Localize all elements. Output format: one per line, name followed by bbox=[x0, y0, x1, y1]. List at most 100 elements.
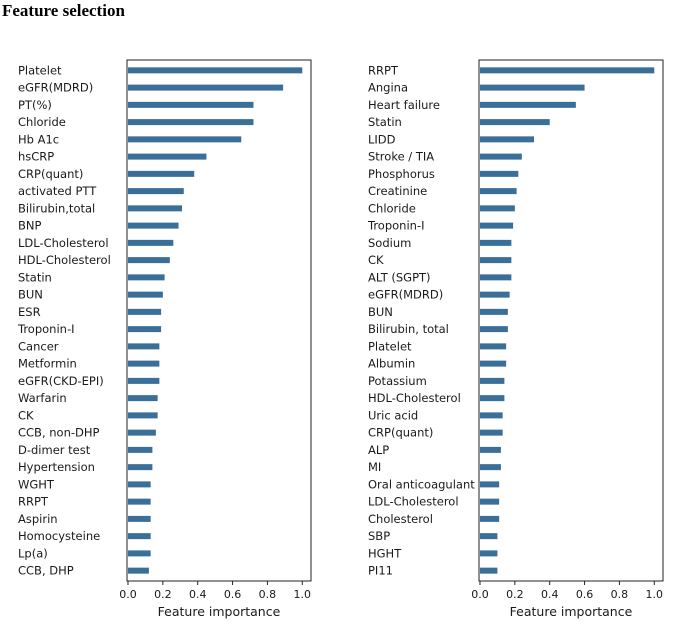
chart-1-category-label: CK bbox=[18, 408, 34, 422]
chart-1-category-label: Homocysteine bbox=[18, 529, 100, 543]
chart-2-x-tick-label: 0.2 bbox=[506, 588, 524, 601]
chart-2-category-label: BUN bbox=[368, 305, 393, 319]
chart-1-bar bbox=[128, 429, 156, 436]
chart-2-x-tick-label: 0.0 bbox=[471, 588, 489, 601]
chart-2-bar bbox=[480, 222, 514, 229]
chart-1-x-tick-label: 0.8 bbox=[259, 588, 277, 601]
chart-1-x-tick-label: 0.0 bbox=[119, 588, 137, 601]
chart-1-category-label: ESR bbox=[18, 305, 41, 319]
chart-1-bar bbox=[128, 498, 151, 505]
chart-2-category-label: LIDD bbox=[368, 132, 396, 146]
chart-2-bar bbox=[480, 550, 498, 557]
chart-1-x-axis-label: Feature importance bbox=[158, 604, 281, 619]
chart-2-bar bbox=[480, 291, 510, 298]
chart-1-category-label: PT(%) bbox=[18, 98, 52, 112]
chart-2-category-label: Platelet bbox=[368, 339, 412, 353]
chart-1-bar bbox=[128, 291, 163, 298]
chart-2-category-label: Creatinine bbox=[368, 184, 427, 198]
chart-2-bar bbox=[480, 153, 522, 160]
chart-2-bar bbox=[480, 136, 535, 143]
chart-1-category-label: Cancer bbox=[18, 339, 59, 353]
chart-2-category-label: Oral anticoagulant bbox=[368, 477, 475, 491]
chart-2-bar bbox=[480, 343, 507, 350]
chart-1-bar bbox=[128, 395, 158, 402]
chart-1-bar bbox=[128, 343, 160, 350]
chart-2-bar bbox=[480, 257, 512, 264]
chart-1-category-label: Bilirubin,total bbox=[18, 201, 95, 215]
chart-2-bar bbox=[480, 429, 503, 436]
chart-2-category-label: CRP(quant) bbox=[368, 426, 433, 440]
chart-2-bar bbox=[480, 567, 498, 574]
chart-1-category-label: Platelet bbox=[18, 63, 62, 77]
chart-2-x-tick-label: 0.4 bbox=[541, 588, 559, 601]
chart-2-x-tick-label: 0.8 bbox=[611, 588, 629, 601]
chart-2-bar bbox=[480, 67, 655, 74]
chart-1-bar bbox=[128, 446, 153, 453]
chart-2-bar bbox=[480, 498, 500, 505]
chart-1-x-tick-label: 0.4 bbox=[189, 588, 207, 601]
chart-2-bar bbox=[480, 464, 501, 471]
chart-1-category-label: Aspirin bbox=[18, 512, 58, 526]
chart-2-bar bbox=[480, 308, 508, 315]
chart-1-bar bbox=[128, 67, 303, 74]
chart-1-category-label: hsCRP bbox=[18, 150, 54, 164]
chart-2-bar bbox=[480, 170, 519, 177]
chart-1-bar bbox=[128, 205, 183, 212]
page-title: Feature selection bbox=[2, 1, 125, 20]
chart-2-frame bbox=[478, 59, 664, 582]
chart-2-bar bbox=[480, 188, 517, 195]
chart-1-bar bbox=[128, 308, 162, 315]
chart-2-category-label: Bilirubin, total bbox=[368, 322, 449, 336]
chart-2-bar bbox=[480, 274, 512, 281]
chart-1-category-label: Lp(a) bbox=[18, 546, 48, 560]
chart-2-category-label: Troponin-I bbox=[367, 219, 425, 233]
chart-2-category-label: HGHT bbox=[368, 546, 402, 560]
chart-2-category-label: PI11 bbox=[368, 564, 393, 578]
chart-1-bar bbox=[128, 170, 195, 177]
chart-1-frame bbox=[126, 59, 312, 582]
chart-2-category-label: Cholesterol bbox=[368, 512, 433, 526]
chart-1-bar bbox=[128, 274, 165, 281]
chart-1-category-label: CCB, non-DHP bbox=[18, 426, 100, 440]
chart-1-category-label: Hypertension bbox=[18, 460, 95, 474]
chart-1-category-label: Hb A1c bbox=[18, 132, 59, 146]
chart-1-bar bbox=[128, 481, 151, 488]
chart-1-bar bbox=[128, 533, 151, 540]
chart-2-bar bbox=[480, 377, 505, 384]
chart-1-category-label: Warfarin bbox=[18, 391, 67, 405]
chart-1-category-label: HDL-Cholesterol bbox=[18, 253, 111, 267]
chart-1-category-label: WGHT bbox=[18, 477, 55, 491]
chart-1-category-label: BNP bbox=[18, 219, 41, 233]
chart-2-category-label: SBP bbox=[368, 529, 390, 543]
chart-2-x-axis-label: Feature importance bbox=[510, 604, 633, 619]
chart-2-bar bbox=[480, 101, 576, 108]
chart-1-bar bbox=[128, 119, 254, 126]
chart-2-bar bbox=[480, 515, 500, 522]
chart-1-bar bbox=[128, 567, 149, 574]
chart-2-bar bbox=[480, 119, 550, 126]
chart-1-category-label: LDL-Cholesterol bbox=[18, 236, 109, 250]
chart-1-bar bbox=[128, 464, 153, 471]
chart-1-bar bbox=[128, 550, 151, 557]
chart-1-category-label: CRP(quant) bbox=[18, 167, 83, 181]
chart-1-x-tick-label: 0.6 bbox=[224, 588, 242, 601]
chart-1-x-tick-label: 0.2 bbox=[154, 588, 172, 601]
chart-1-bar bbox=[128, 84, 284, 91]
chart-2-category-label: Sodium bbox=[368, 236, 411, 250]
chart-1-category-label: Statin bbox=[18, 270, 52, 284]
chart-1-category-label: CCB, DHP bbox=[18, 564, 74, 578]
chart-2-bar bbox=[480, 360, 507, 367]
chart-2-x-tick-label: 1.0 bbox=[646, 588, 664, 601]
chart-1-bar bbox=[128, 515, 151, 522]
chart-1-category-label: activated PTT bbox=[18, 184, 97, 198]
chart-1-bar bbox=[128, 188, 184, 195]
chart-1-bar bbox=[128, 153, 207, 160]
chart-1-category-label: Chloride bbox=[18, 115, 66, 129]
chart-2-category-label: MI bbox=[368, 460, 381, 474]
chart-2-category-label: Chloride bbox=[368, 201, 416, 215]
chart-1-x-tick-label: 1.0 bbox=[294, 588, 312, 601]
chart-2-category-label: HDL-Cholesterol bbox=[368, 391, 461, 405]
chart-2-category-label: CK bbox=[368, 253, 384, 267]
chart-1-category-label: Troponin-I bbox=[17, 322, 75, 336]
chart-1-bar bbox=[128, 101, 254, 108]
